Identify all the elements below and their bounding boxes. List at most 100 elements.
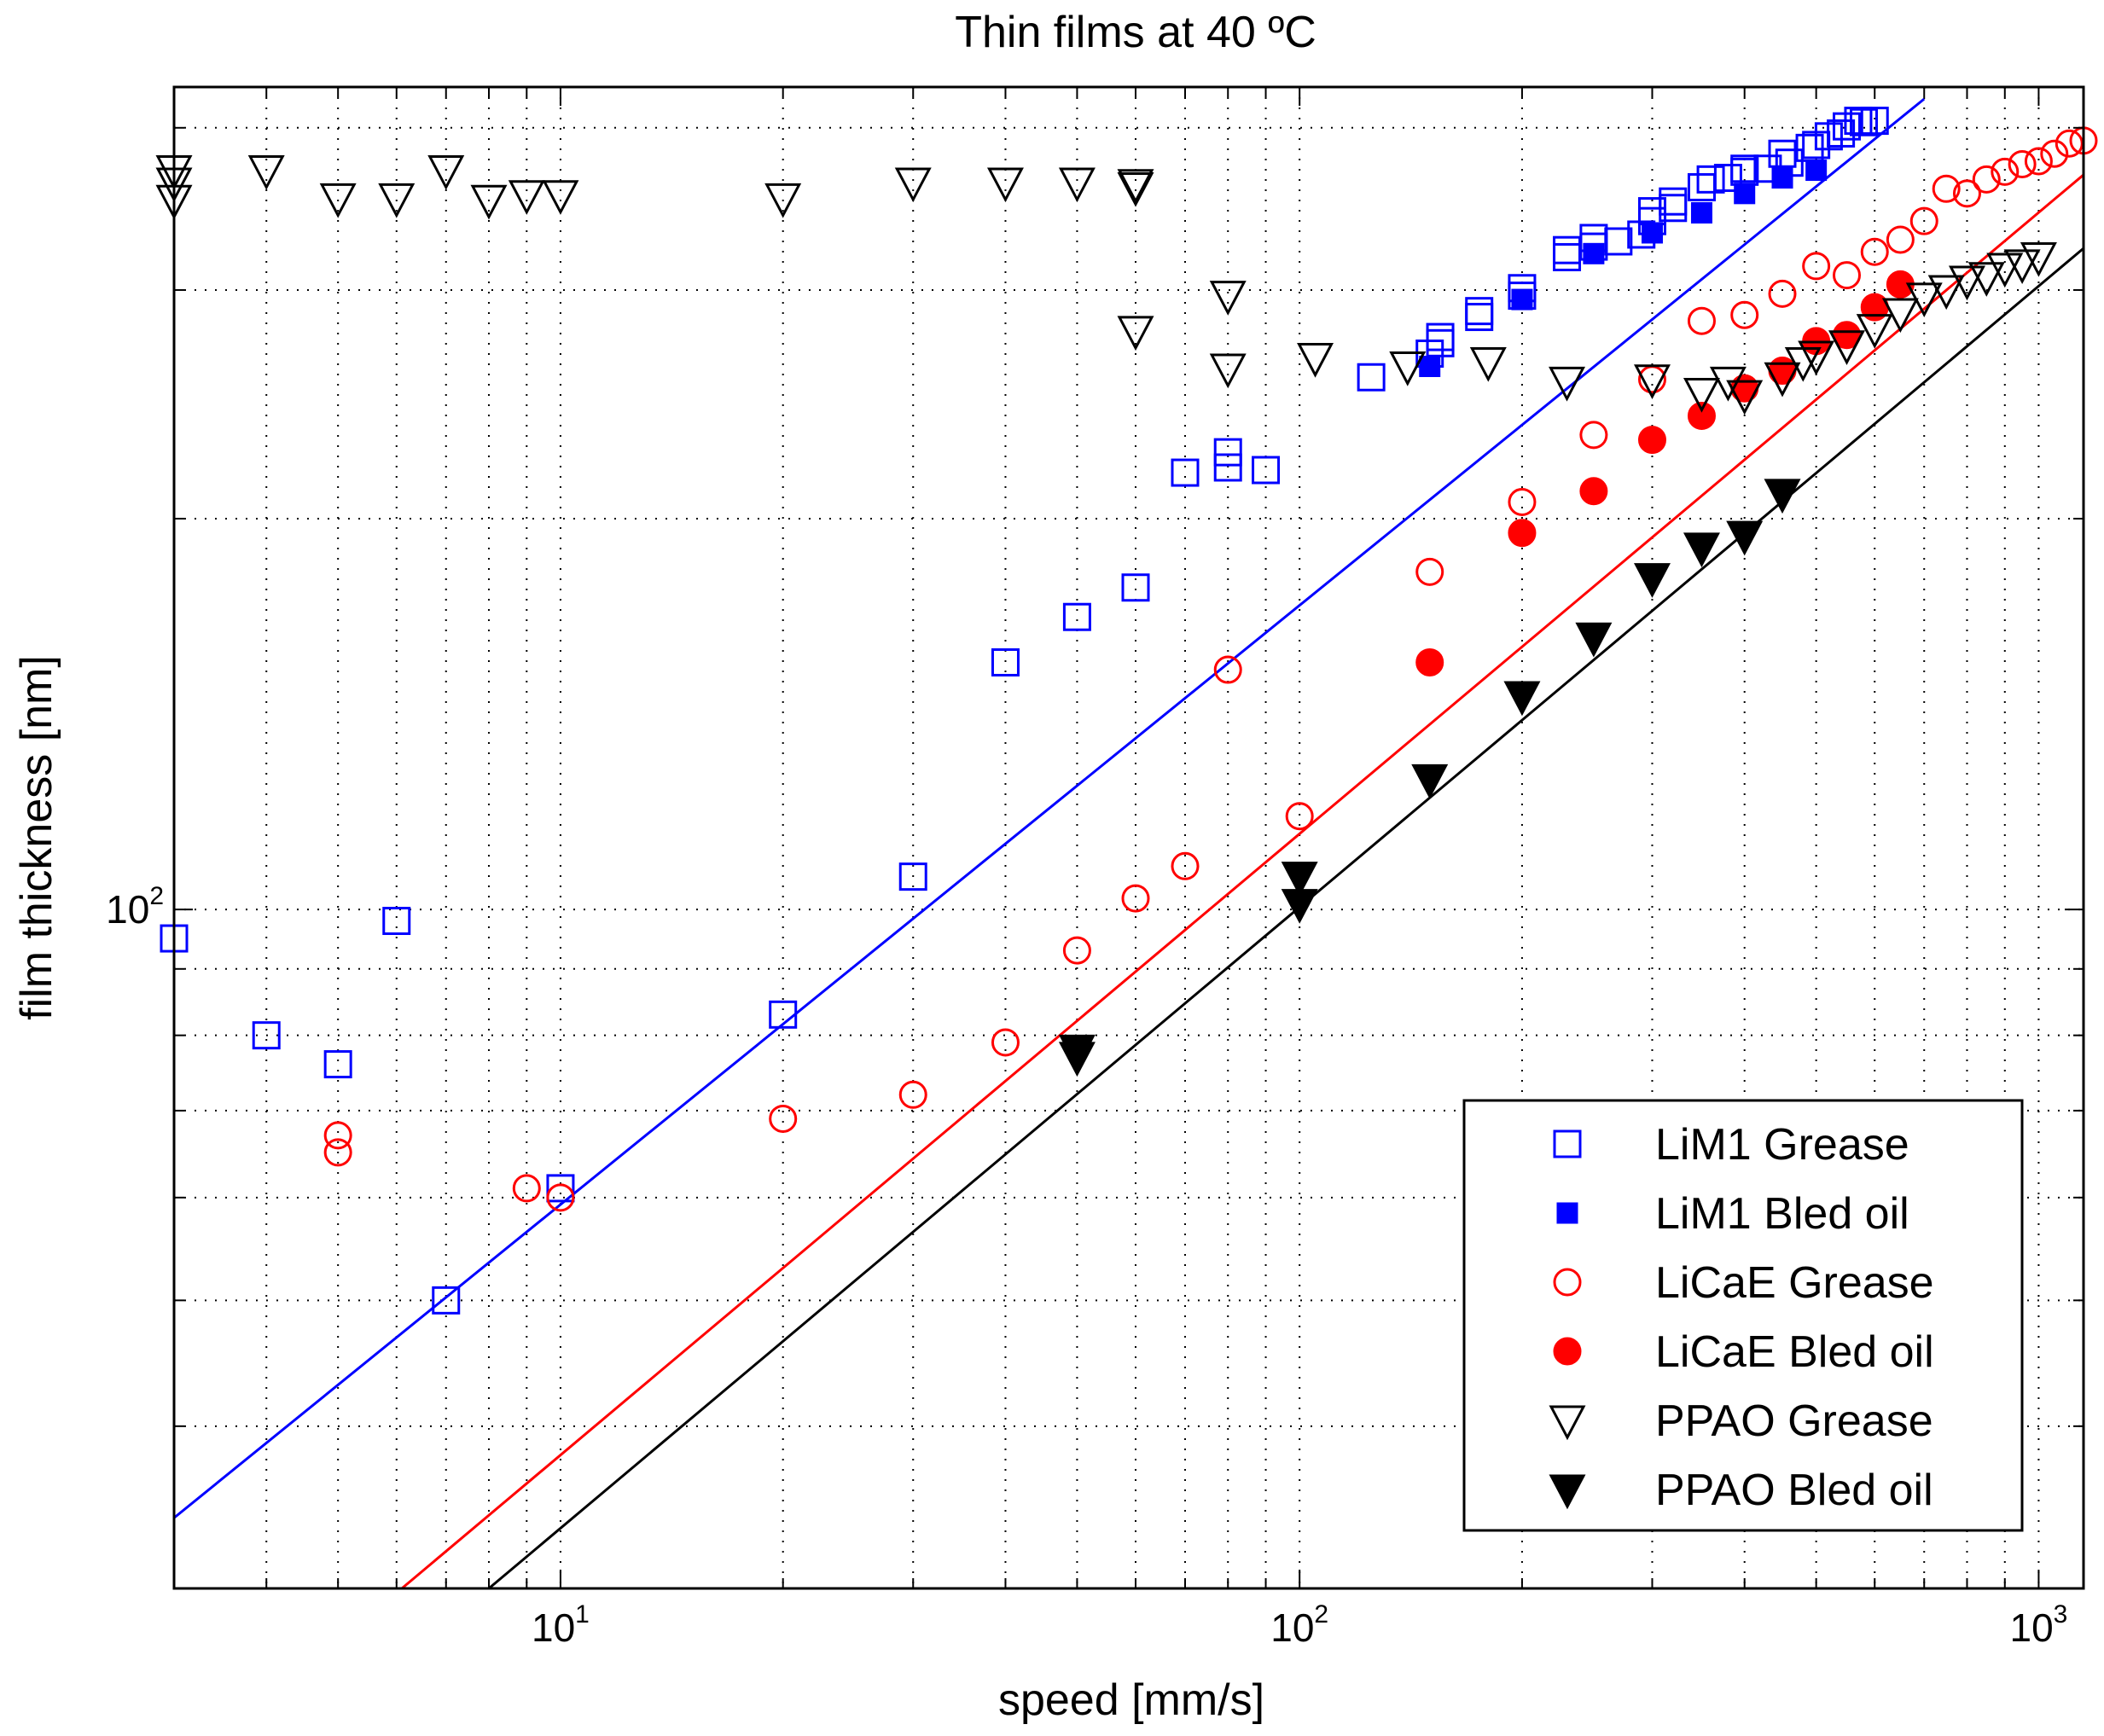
data-point bbox=[1833, 261, 1862, 290]
fit-line-ppao bbox=[488, 247, 2084, 1590]
x-tick-label: 103 bbox=[2009, 1600, 2067, 1650]
data-point bbox=[1579, 477, 1608, 506]
data-point bbox=[1771, 167, 1793, 189]
data-point bbox=[991, 647, 1020, 676]
data-point bbox=[1415, 647, 1444, 676]
series-licae-grease bbox=[323, 126, 2098, 1212]
data-markers bbox=[155, 107, 2098, 1315]
legend-marker bbox=[1556, 1202, 1578, 1224]
data-point bbox=[1117, 316, 1154, 351]
data-point bbox=[1967, 262, 2005, 297]
data-point bbox=[427, 155, 465, 190]
legend-marker bbox=[1553, 1129, 1582, 1158]
data-point bbox=[2024, 147, 2053, 176]
chart-title: Thin films at 40 ºC bbox=[955, 8, 1316, 57]
series-lim1-bled-oil bbox=[1419, 160, 1828, 377]
data-point bbox=[1058, 167, 1096, 203]
axis-ticks: 101 102 103 102 bbox=[106, 87, 2084, 1650]
data-point bbox=[323, 1050, 352, 1079]
data-point bbox=[991, 1028, 1020, 1057]
plot-frame bbox=[172, 85, 2085, 1590]
data-point bbox=[1062, 602, 1091, 631]
data-point bbox=[2055, 129, 2084, 158]
data-point bbox=[1469, 346, 1507, 382]
data-point bbox=[546, 1174, 575, 1203]
data-point bbox=[1726, 380, 1764, 415]
data-point bbox=[1121, 573, 1150, 602]
data-point bbox=[1768, 139, 1797, 168]
legend-label: PPAO Bled oil bbox=[1655, 1466, 1933, 1515]
data-point bbox=[2003, 249, 2041, 285]
data-point bbox=[1802, 252, 1831, 281]
data-point bbox=[1121, 884, 1150, 913]
data-point bbox=[1503, 681, 1541, 717]
data-point bbox=[1604, 227, 1633, 256]
data-point bbox=[1860, 107, 1889, 136]
data-point bbox=[1575, 622, 1613, 658]
data-point bbox=[1117, 171, 1154, 207]
data-point bbox=[1357, 363, 1386, 392]
data-point bbox=[764, 183, 802, 218]
data-point bbox=[1465, 297, 1494, 326]
data-point bbox=[319, 183, 357, 218]
data-point bbox=[382, 907, 411, 936]
data-point bbox=[1683, 532, 1720, 568]
data-point bbox=[1641, 222, 1663, 244]
legend-label: LiM1 Grease bbox=[1655, 1120, 1909, 1170]
data-point bbox=[542, 180, 579, 215]
data-point bbox=[1213, 655, 1242, 684]
data-point bbox=[252, 1021, 281, 1050]
data-point bbox=[1730, 300, 1759, 329]
data-point bbox=[1659, 187, 1688, 216]
data-point bbox=[1281, 889, 1318, 924]
legend-marker bbox=[1549, 1405, 1586, 1441]
data-point bbox=[1419, 355, 1441, 377]
data-point bbox=[1690, 202, 1712, 224]
data-point bbox=[2020, 241, 2057, 277]
data-point bbox=[1805, 160, 1828, 182]
data-point bbox=[1209, 281, 1247, 316]
data-point bbox=[1389, 351, 1427, 386]
data-point bbox=[1844, 107, 1873, 136]
data-point bbox=[1909, 206, 1938, 235]
data-point bbox=[1213, 438, 1242, 467]
data-point bbox=[986, 167, 1024, 203]
series-ppao-bled-oil bbox=[1058, 479, 1801, 1077]
data-point bbox=[1828, 330, 1866, 365]
legend-label: LiCaE Bled oil bbox=[1655, 1327, 1934, 1377]
data-point bbox=[1579, 421, 1608, 450]
data-point bbox=[1986, 253, 2024, 288]
data-point bbox=[1768, 279, 1797, 308]
data-point bbox=[323, 1138, 352, 1167]
data-point bbox=[1687, 306, 1716, 335]
data-point bbox=[1833, 112, 1862, 141]
legend: LiM1 Grease LiM1 Bled oil LiCaE Grease LiCa… bbox=[1462, 1099, 2024, 1532]
data-point bbox=[1709, 366, 1747, 402]
data-point bbox=[1856, 314, 1893, 349]
data-point bbox=[1281, 862, 1318, 897]
data-point bbox=[1426, 322, 1455, 351]
data-point bbox=[1687, 401, 1716, 430]
legend-label: LiCaE Grease bbox=[1655, 1258, 1934, 1308]
data-point bbox=[1972, 165, 2001, 194]
data-point bbox=[1213, 453, 1242, 482]
data-point bbox=[1734, 183, 1756, 205]
legend-marker bbox=[1553, 1268, 1582, 1297]
data-point bbox=[323, 1121, 352, 1150]
data-point bbox=[898, 862, 927, 891]
legend-marker bbox=[1549, 1474, 1586, 1510]
series-ppao-grease bbox=[155, 155, 2057, 415]
fit-lines bbox=[173, 97, 2084, 1590]
y-axis-label: film thickness [nm] bbox=[12, 655, 61, 1020]
data-point bbox=[1252, 456, 1281, 485]
data-point bbox=[1058, 1042, 1096, 1077]
data-point bbox=[1633, 563, 1671, 598]
data-point bbox=[1730, 154, 1759, 183]
fit-line-lim1 bbox=[173, 97, 1926, 1519]
data-point bbox=[1932, 174, 1961, 203]
data-point bbox=[1511, 288, 1533, 311]
data-point bbox=[769, 1000, 798, 1029]
data-point bbox=[378, 183, 416, 218]
data-point bbox=[1117, 169, 1154, 205]
